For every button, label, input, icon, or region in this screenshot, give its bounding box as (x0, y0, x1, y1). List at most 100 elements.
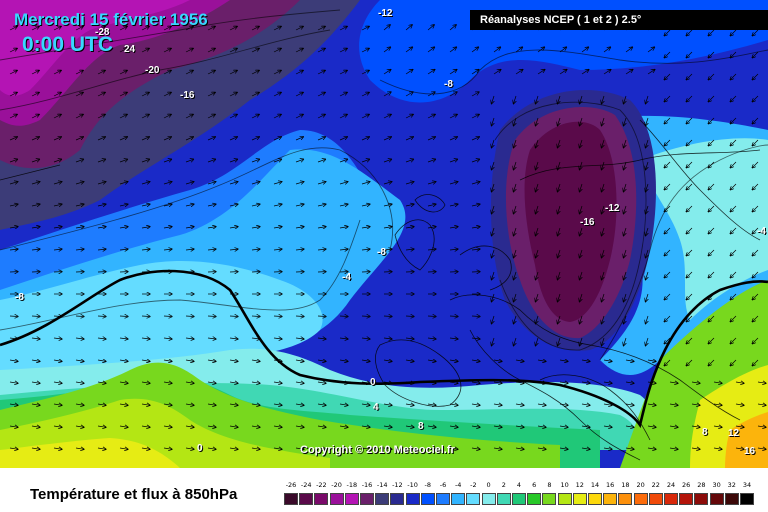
arrow-icon (97, 26, 105, 31)
arrow-icon (97, 204, 106, 206)
scale-tick-label: 24 (666, 481, 676, 489)
arrow-icon (558, 337, 561, 346)
arrow-icon (730, 293, 737, 300)
scale-tick-label: -22 (316, 481, 327, 489)
arrow-icon (427, 159, 436, 162)
arrow-icon (97, 426, 106, 427)
arrow-icon (752, 29, 759, 36)
arrow-icon (185, 316, 194, 317)
scale-tick-label: 2 (501, 481, 506, 489)
arrow-icon (515, 360, 524, 361)
arrow-icon (31, 70, 39, 75)
arrow-icon (471, 426, 480, 427)
arrow-icon (581, 47, 588, 53)
arrow-icon (9, 227, 18, 228)
arrow-icon (713, 382, 722, 383)
arrow-icon (317, 249, 326, 250)
arrow-icon (536, 249, 539, 258)
scale-tick-label: 12 (575, 481, 584, 489)
arrow-icon (361, 448, 370, 449)
arrow-icon (273, 426, 282, 427)
arrow-icon (141, 204, 150, 206)
arrow-icon (730, 271, 737, 278)
arrow-icon (624, 95, 627, 104)
arrow-icon (405, 448, 414, 449)
arrow-icon (664, 51, 671, 58)
arrow-icon (75, 227, 84, 228)
isotherm-label: 8 (702, 427, 708, 438)
arrow-icon (361, 404, 370, 405)
arrow-icon (646, 95, 649, 104)
arrow-icon (664, 29, 671, 36)
arrow-icon (75, 404, 84, 405)
arrow-icon (361, 382, 370, 383)
scale-tick-label: 22 (651, 481, 660, 489)
arrow-icon (686, 227, 693, 234)
arrow-icon (141, 114, 149, 119)
arrow-icon (317, 204, 326, 206)
arrow-icon (141, 48, 149, 53)
arrow-icon (427, 137, 435, 141)
arrow-icon (163, 426, 172, 427)
arrow-icon (752, 139, 759, 146)
arrow-icon (295, 204, 304, 206)
arrow-icon (514, 139, 517, 148)
arrow-icon (119, 92, 127, 97)
arrow-icon (691, 426, 700, 427)
arrow-icon (515, 47, 522, 53)
arrow-icon (515, 448, 524, 449)
arrow-icon (405, 404, 414, 405)
arrow-icon (97, 227, 106, 228)
arrow-icon (471, 92, 479, 97)
arrow-icon (647, 426, 656, 427)
arrow-icon (317, 227, 326, 228)
scale-color-cell (329, 493, 344, 505)
arrow-icon (53, 26, 61, 31)
arrow-icon (686, 29, 693, 36)
arrow-icon (163, 182, 172, 184)
arrow-icon (361, 26, 369, 31)
scale-color-cell (344, 493, 359, 505)
arrow-icon (361, 114, 369, 119)
arrow-icon (603, 382, 612, 383)
arrow-icon (580, 205, 583, 214)
arrow-icon (185, 182, 194, 184)
arrow-icon (361, 338, 370, 339)
arrow-icon (251, 338, 260, 339)
arrow-icon (558, 205, 561, 214)
arrow-icon (471, 316, 480, 317)
arrow-icon (383, 47, 390, 53)
arrow-icon (53, 182, 62, 184)
arrow-icon (31, 26, 39, 31)
arrow-icon (295, 338, 304, 339)
arrow-icon (383, 316, 392, 317)
arrow-icon (471, 137, 479, 141)
arrow-icon (53, 92, 61, 97)
scale-tick-label: 34 (742, 481, 752, 489)
scale-color-cell (299, 493, 314, 505)
arrow-icon (646, 249, 649, 258)
arrow-icon (339, 249, 348, 250)
arrow-icon (686, 271, 693, 278)
arrow-icon (207, 404, 216, 405)
arrow-icon (383, 70, 391, 75)
arrow-icon (536, 315, 539, 324)
arrow-icon (536, 139, 539, 148)
arrow-icon (273, 338, 282, 339)
arrow-icon (185, 382, 194, 383)
arrow-icon (580, 271, 583, 280)
arrow-icon (317, 114, 325, 119)
arrow-icon (686, 73, 693, 80)
arrow-icon (185, 426, 194, 427)
arrow-icon (9, 338, 18, 339)
arrow-icon (405, 47, 412, 53)
arrow-icon (427, 316, 436, 317)
arrow-icon (405, 25, 412, 31)
arrow-icon (317, 338, 326, 339)
arrow-icon (9, 426, 18, 427)
arrow-icon (664, 139, 671, 146)
arrow-icon (493, 70, 501, 75)
arrow-icon (602, 249, 605, 258)
arrow-icon (383, 249, 392, 250)
arrow-icon (119, 26, 127, 31)
